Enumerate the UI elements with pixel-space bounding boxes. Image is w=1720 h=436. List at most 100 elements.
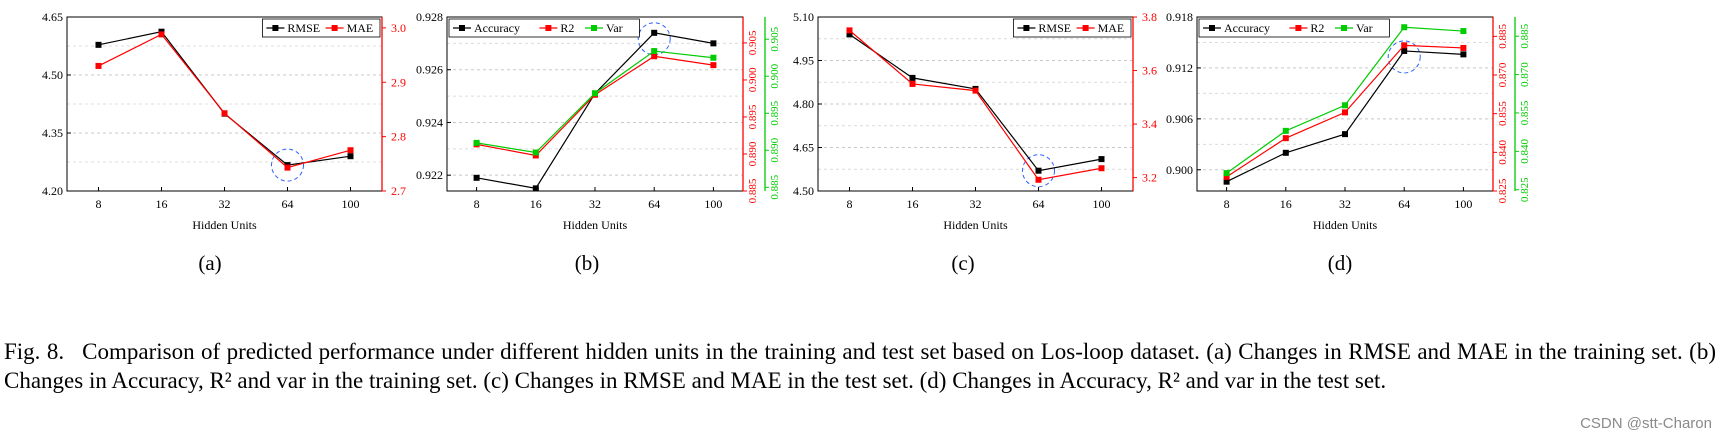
legend-box	[261, 18, 381, 38]
right-tick-label: 0.855	[1519, 100, 1531, 125]
series-line-rmse	[98, 31, 351, 166]
left-tick-label: 0.924	[416, 115, 443, 129]
x-tick-label: 8	[1224, 197, 1230, 211]
right-tick-label: 3.6	[1142, 64, 1157, 78]
x-tick-label: 32	[589, 197, 601, 211]
legend-label: R2	[1310, 21, 1324, 35]
x-tick-label: 16	[156, 197, 168, 211]
x-tick-label: 16	[1280, 197, 1292, 211]
left-tick-label: 0.906	[1166, 112, 1193, 126]
data-point-mae	[1035, 176, 1042, 183]
data-point-accuracy	[710, 40, 717, 47]
data-point-var	[1282, 127, 1289, 134]
data-point-var	[592, 90, 598, 97]
legend-marker	[591, 25, 597, 31]
right-tick-label: 0.905	[769, 26, 781, 51]
data-point-rmse	[846, 31, 853, 38]
x-tick-label: 64	[1398, 197, 1410, 211]
right-tick-label: 0.900	[769, 63, 781, 88]
x-tick-label: 16	[907, 197, 919, 211]
legend-label: RMSE	[287, 21, 320, 35]
right-tick-label: 0.870	[1497, 62, 1509, 87]
legend-label: Accuracy	[1224, 21, 1270, 35]
x-tick-label: 64	[648, 197, 660, 211]
legend-label: Var	[606, 21, 623, 35]
panel-label: (a)	[198, 251, 221, 275]
data-point-var	[1223, 170, 1230, 177]
data-point-accuracy	[1460, 51, 1467, 58]
data-point-rmse	[347, 153, 354, 160]
legend-label: Accuracy	[474, 21, 520, 35]
right-tick-label: 0.885	[1519, 23, 1531, 48]
x-tick-label: 64	[282, 197, 294, 211]
legend-label: RMSE	[1038, 21, 1071, 35]
left-tick-label: 0.928	[416, 10, 443, 24]
highlight-circle	[1387, 40, 1421, 74]
legend-box	[1013, 18, 1132, 38]
data-point-mae	[284, 164, 291, 171]
data-point-var	[1401, 24, 1408, 31]
data-point-var	[710, 54, 717, 61]
data-point-rmse	[95, 41, 102, 48]
data-point-mae	[1098, 165, 1105, 172]
x-tick-label: 100	[1454, 197, 1472, 211]
data-point-accuracy	[1223, 178, 1230, 185]
right-tick-label: 0.890	[747, 141, 759, 166]
data-point-mae	[972, 87, 979, 94]
data-point-var	[651, 48, 658, 55]
right-tick-label: 3.4	[1142, 117, 1157, 131]
series-line-accuracy	[476, 32, 714, 190]
left-tick-label: 4.50	[793, 184, 814, 198]
data-point-accuracy	[473, 174, 480, 181]
watermark: CSDN @stt-Charon	[1580, 415, 1712, 432]
right-tick-label: 0.885	[1497, 23, 1509, 48]
legend-marker	[459, 25, 465, 31]
x-tick-label: 8	[847, 197, 853, 211]
right-tick-label: 3.2	[1142, 171, 1157, 185]
x-tick-label: 8	[474, 197, 480, 211]
right-tick-label: 0.855	[1497, 101, 1509, 126]
legend-marker	[331, 25, 338, 31]
series-line-var	[1226, 26, 1464, 174]
left-tick-label: 0.926	[416, 63, 443, 77]
data-point-mae	[347, 147, 354, 154]
figure-caption: Fig. 8. Comparison of predicted performan…	[4, 337, 1716, 395]
data-point-var	[532, 149, 539, 156]
data-point-mae	[95, 62, 102, 69]
chart-panel-a: 4.20 4.35 4.50 4.65 2.7 2.8 2.9 3.0 8 16 32 64 100 Hi…	[42, 10, 406, 275]
left-tick-label: 0.912	[1166, 61, 1193, 75]
left-tick-label: 4.50	[42, 68, 63, 82]
x-tick-label: 100	[1093, 197, 1111, 211]
left-tick-label: 4.35	[42, 126, 63, 140]
right-tick-label: 0.895	[769, 100, 781, 125]
right-tick-label: 0.890	[769, 137, 781, 162]
legend-label: MAE	[347, 21, 374, 35]
right-tick-label: 0.870	[1519, 62, 1531, 87]
data-point-mae	[221, 110, 228, 117]
left-tick-label: 0.922	[416, 168, 443, 182]
data-point-var	[473, 139, 480, 146]
panel-label: (c)	[951, 251, 974, 275]
x-tick-label: 32	[219, 197, 231, 211]
highlight-circle	[271, 148, 304, 182]
right-tick-label: 0.840	[1497, 139, 1509, 164]
legend-marker	[1209, 25, 1215, 31]
legend-marker	[1295, 25, 1302, 31]
data-point-var	[1342, 102, 1348, 109]
right-tick-label: 0.900	[747, 67, 759, 92]
right-tick-label: 0.885	[769, 174, 781, 199]
data-point-rmse	[1098, 156, 1105, 163]
x-tick-label: 8	[96, 197, 102, 211]
right-tick-label: 2.7	[391, 184, 406, 198]
series-line-mae	[98, 33, 351, 169]
panel-label: (d)	[1328, 251, 1353, 275]
right-tick-label: 0.895	[747, 104, 759, 129]
x-tick-label: 32	[1339, 197, 1351, 211]
figure-label: Fig. 8.	[4, 339, 65, 364]
right-tick-label: 2.8	[391, 130, 406, 144]
right-tick-label: 3.8	[1142, 10, 1157, 24]
data-point-var	[1460, 28, 1467, 35]
data-point-accuracy	[1401, 47, 1408, 54]
x-tick-label: 100	[342, 197, 360, 211]
series-line-accuracy	[1226, 50, 1464, 183]
